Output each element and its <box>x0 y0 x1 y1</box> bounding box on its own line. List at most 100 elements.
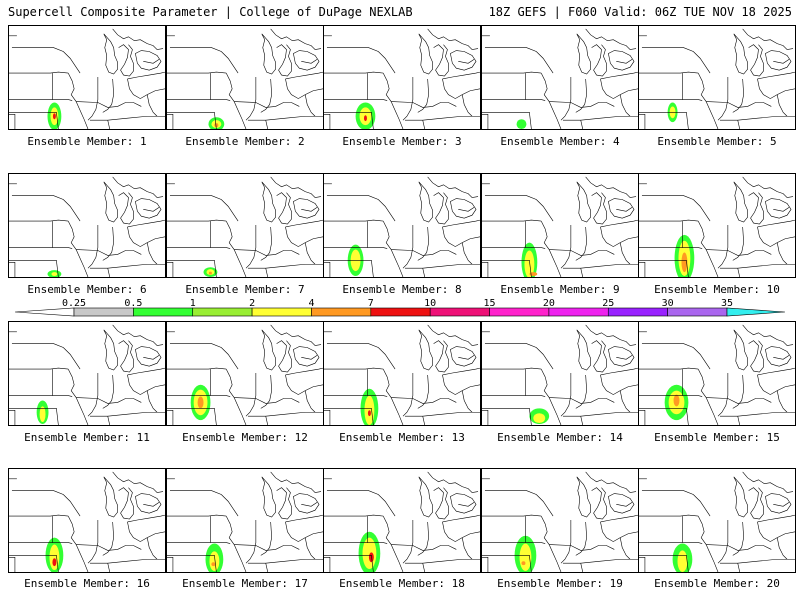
member-map <box>167 28 323 129</box>
member-label: Ensemble Member: 12 <box>182 431 308 444</box>
member-panel <box>638 468 796 573</box>
scp-contour <box>681 252 688 273</box>
scp-contour <box>208 271 212 275</box>
legend-swatch <box>251 307 312 317</box>
member-panel <box>166 25 324 130</box>
member-panel <box>638 25 796 130</box>
member-map <box>9 471 165 572</box>
legend-swatch <box>311 307 372 317</box>
member-label: Ensemble Member: 18 <box>339 577 465 590</box>
member-panel <box>481 321 639 426</box>
scp-contour <box>363 115 367 122</box>
scp-contour <box>524 250 535 277</box>
legend-tick-label: 35 <box>721 298 733 309</box>
member-map <box>639 176 795 277</box>
member-map <box>167 324 323 425</box>
member-label: Ensemble Member: 7 <box>185 283 305 296</box>
scp-contour <box>362 537 377 570</box>
member-map <box>324 324 480 425</box>
valid-time: 18Z GEFS | F060 Valid: 06Z TUE NOV 18 20… <box>488 5 792 19</box>
scp-contour <box>677 550 688 572</box>
scp-contour <box>364 395 375 425</box>
member-label: Ensemble Member: 11 <box>24 431 150 444</box>
legend-tick-label: 10 <box>424 298 436 309</box>
member-panel <box>481 468 639 573</box>
member-label: Ensemble Member: 19 <box>497 577 623 590</box>
scp-contour <box>516 119 527 129</box>
scp-contour <box>211 562 216 567</box>
legend-swatch <box>73 307 134 317</box>
member-map <box>9 176 165 277</box>
legend-high-arrow <box>726 307 786 317</box>
scp-contour <box>521 561 526 566</box>
member-label: Ensemble Member: 1 <box>27 135 147 148</box>
member-map <box>9 28 165 129</box>
scp-contour <box>214 123 219 128</box>
legend-tick-label: 0.5 <box>124 298 142 309</box>
member-panel <box>8 468 166 573</box>
member-map <box>482 28 638 129</box>
member-panel <box>481 173 639 278</box>
member-map <box>167 176 323 277</box>
member-map <box>482 324 638 425</box>
member-label: Ensemble Member: 2 <box>185 135 305 148</box>
member-panel <box>323 468 481 573</box>
legend-tick-label: 7 <box>368 298 374 309</box>
member-label: Ensemble Member: 17 <box>182 577 308 590</box>
member-map <box>324 176 480 277</box>
legend-tick-label: 15 <box>484 298 496 309</box>
legend-tick-label: 30 <box>662 298 674 309</box>
member-label: Ensemble Member: 15 <box>654 431 780 444</box>
member-label: Ensemble Member: 9 <box>500 283 620 296</box>
member-map <box>639 324 795 425</box>
legend-swatch <box>133 307 194 317</box>
member-panel <box>166 321 324 426</box>
legend-swatch <box>192 307 253 317</box>
scp-contour <box>533 413 546 424</box>
member-panel <box>166 173 324 278</box>
member-panel <box>481 25 639 130</box>
scp-contour <box>52 113 56 120</box>
member-map <box>9 324 165 425</box>
member-panel <box>8 25 166 130</box>
member-label: Ensemble Member: 14 <box>497 431 623 444</box>
legend-tick-label: 1 <box>190 298 196 309</box>
member-label: Ensemble Member: 4 <box>500 135 620 148</box>
member-label: Ensemble Member: 20 <box>654 577 780 590</box>
member-label: Ensemble Member: 3 <box>342 135 462 148</box>
member-panel <box>8 173 166 278</box>
legend-tick-label: 2 <box>249 298 255 309</box>
legend-swatch <box>548 307 609 317</box>
scp-contour <box>39 406 46 423</box>
member-label: Ensemble Member: 16 <box>24 577 150 590</box>
scp-contour <box>673 394 680 407</box>
legend-tick-label: 20 <box>543 298 555 309</box>
member-label: Ensemble Member: 13 <box>339 431 465 444</box>
member-map <box>639 471 795 572</box>
legend-tick-label: 4 <box>308 298 314 309</box>
member-map <box>639 28 795 129</box>
scp-contour <box>367 410 371 417</box>
member-map <box>167 471 323 572</box>
map-title: Supercell Composite Parameter | College … <box>8 5 413 19</box>
scp-contour <box>51 272 58 277</box>
scp-contour <box>52 558 57 567</box>
member-map <box>324 28 480 129</box>
legend-swatch <box>489 307 550 317</box>
member-panel <box>8 321 166 426</box>
member-label: Ensemble Member: 10 <box>654 283 780 296</box>
member-panel <box>323 321 481 426</box>
scp-contour <box>209 551 220 572</box>
member-map <box>324 471 480 572</box>
legend-swatch <box>607 307 668 317</box>
legend-tick-label: 25 <box>602 298 614 309</box>
legend-swatch <box>370 307 431 317</box>
member-map <box>482 176 638 277</box>
member-label: Ensemble Member: 5 <box>657 135 777 148</box>
member-label: Ensemble Member: 6 <box>27 283 147 296</box>
member-panel <box>638 173 796 278</box>
legend-swatch <box>667 307 728 317</box>
member-label: Ensemble Member: 8 <box>342 283 462 296</box>
member-map <box>482 471 638 572</box>
member-panel <box>323 173 481 278</box>
